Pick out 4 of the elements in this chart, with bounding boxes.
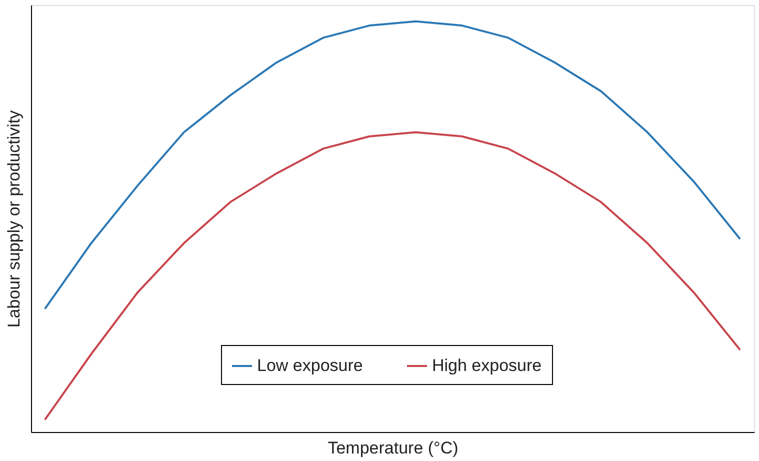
legend-label: Low exposure bbox=[257, 356, 363, 375]
y-axis-title: Labour supply or productivity bbox=[4, 110, 24, 328]
x-axis-title: Temperature (°C) bbox=[328, 438, 458, 458]
legend-label: High exposure bbox=[432, 356, 542, 375]
